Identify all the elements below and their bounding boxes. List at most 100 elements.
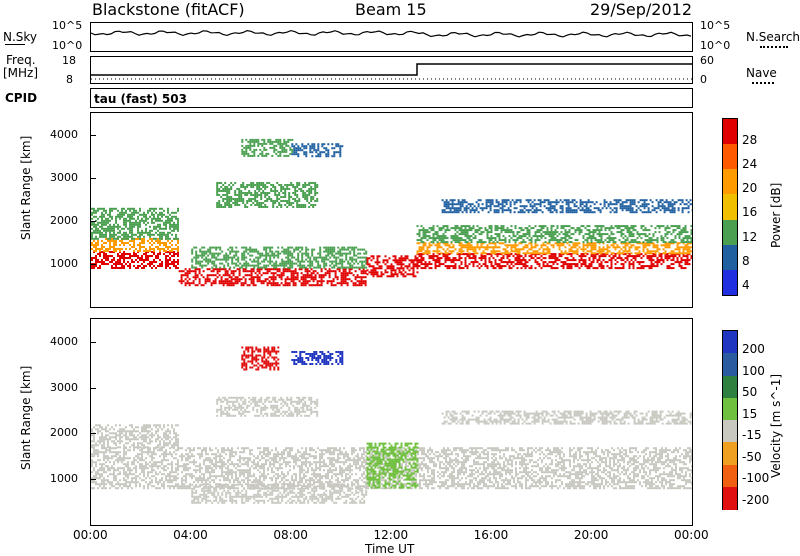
nsearch-legend-line	[760, 46, 788, 48]
time-tick-4: 16:00	[474, 529, 509, 541]
power-cb-ticks-label-3: 16	[742, 206, 757, 218]
vel-yticks-tick-1: 2000	[50, 427, 78, 438]
vel-yticks-tickmark-1	[90, 433, 96, 434]
freq-panel	[90, 56, 693, 84]
power-yticks-tickmark-1	[90, 221, 96, 222]
vel-svg-band-7	[216, 397, 318, 417]
vel-svg-band-6	[442, 411, 692, 425]
power-cb-ticks-label-5: 8	[742, 255, 750, 267]
power-heatmap	[91, 113, 692, 307]
velocity-heatmap	[91, 319, 692, 525]
vel-cb-ticks-label-5: -50	[742, 451, 762, 463]
vel-yticks-tickmark-0	[90, 479, 96, 480]
nave-label: Nave	[746, 67, 777, 79]
nsky-tick-bottom: 10^0	[52, 40, 82, 51]
cpid-value: tau (fast) 503	[94, 93, 187, 105]
vel-cb-ticks-label-7: -200	[742, 494, 769, 506]
time-tick-1: 04:00	[173, 529, 208, 541]
vel-yticks-tick-0: 1000	[50, 473, 78, 484]
power-yticks-tickmark-3	[90, 135, 96, 136]
cpid-label: CPID	[5, 92, 37, 104]
nave-legend-line	[752, 82, 774, 84]
vel-cb-fill-swatch-5	[723, 442, 737, 465]
nsky-trace	[91, 23, 692, 51]
power-cb-ticks-label-6: 4	[742, 279, 750, 291]
date-title: 29/Sep/2012	[590, 2, 692, 18]
vel-cb-fill-swatch-3	[723, 398, 737, 421]
power-cb-fill-swatch-4	[723, 220, 737, 246]
nave-tick-bottom: 0	[700, 74, 707, 85]
power-yticks-tick-0: 1000	[50, 258, 78, 269]
time-tick-5: 20:00	[574, 529, 609, 541]
power-cb-fill-swatch-0	[723, 119, 737, 145]
power-ylabel: Slant Range [km]	[20, 136, 32, 240]
power-cb-ticks-label-1: 24	[742, 158, 757, 170]
velocity-colorbar-fill	[723, 331, 737, 509]
power-svg-band-2	[91, 208, 179, 240]
freq-tick-top: 18	[62, 55, 76, 66]
freq-label: Freq.	[6, 54, 36, 66]
power-panel	[90, 112, 693, 308]
power-yticks-tickmark-2	[90, 178, 96, 179]
vel-yticks-tickmark-3	[90, 342, 96, 343]
power-yticks-tick-2: 3000	[50, 172, 78, 183]
vel-cb-fill-swatch-0	[723, 331, 737, 354]
vel-svg-band-1	[91, 424, 179, 448]
vel-yticks-tickmark-2	[90, 388, 96, 389]
power-yticks-tick-1: 2000	[50, 215, 78, 226]
freq-tick-bottom: 8	[66, 74, 73, 85]
power-yticks-tickmark-0	[90, 264, 96, 265]
nsearch-tick-bottom: 10^0	[700, 40, 730, 51]
vel-yticks-tick-3: 4000	[50, 336, 78, 347]
power-cb-ticks-label-2: 20	[742, 182, 757, 194]
vel-svg-band-3	[191, 484, 367, 504]
power-svg-band-8	[367, 255, 419, 277]
time-tick-6: 00:00	[674, 529, 709, 541]
nsky-legend-line	[5, 44, 25, 45]
time-tick-0: 00:00	[73, 529, 108, 541]
power-cb-fill-swatch-3	[723, 194, 737, 220]
time-axis-label: Time UT	[365, 543, 414, 555]
power-colorbar-fill	[723, 119, 737, 295]
nave-tick-top: 60	[700, 55, 714, 66]
nsearch-tick-top: 10^5	[700, 20, 730, 31]
nsky-label: N.Sky	[3, 31, 37, 43]
power-svg-band-10	[241, 139, 293, 157]
power-svg-band-6	[179, 268, 367, 286]
nsearch-label: N.Search	[746, 31, 800, 43]
power-cb-fill-swatch-2	[723, 169, 737, 195]
vel-cb-fill-swatch-6	[723, 465, 737, 488]
vel-cb-fill-swatch-1	[723, 353, 737, 376]
power-cb-ticks-label-0: 28	[742, 134, 757, 146]
power-svg-band-4	[417, 242, 693, 254]
vel-cb-fill-swatch-2	[723, 376, 737, 399]
velocity-colorbar	[722, 330, 738, 510]
power-svg-band-7	[191, 247, 367, 269]
power-svg-band-0	[91, 251, 179, 269]
power-yticks-tick-3: 4000	[50, 129, 78, 140]
vel-cb-ticks-label-6: -100	[742, 472, 769, 484]
beam-title: Beam 15	[355, 2, 427, 18]
time-tick-3: 12:00	[374, 529, 409, 541]
power-colorbar	[722, 118, 738, 296]
power-colorbar-title: Power [dB]	[770, 183, 782, 248]
vel-cb-ticks-label-2: 50	[742, 386, 757, 398]
time-tick-2: 08:00	[273, 529, 308, 541]
freq-trace	[91, 57, 692, 83]
vel-cb-ticks-label-4: -15	[742, 429, 762, 441]
power-cb-fill-swatch-1	[723, 144, 737, 170]
velocity-ylabel: Slant Range [km]	[20, 366, 32, 470]
freq-unit-label: [MHz]	[3, 67, 38, 79]
vel-svg-band-5	[291, 351, 343, 365]
power-svg-band-1	[91, 238, 179, 252]
vel-cb-fill-swatch-7	[723, 487, 737, 510]
station-title: Blackstone (fitACF)	[92, 2, 245, 18]
velocity-colorbar-title: Velocity [m s^-1]	[770, 374, 782, 478]
power-svg-band-12	[442, 199, 692, 213]
power-cb-ticks-label-4: 12	[742, 231, 757, 243]
vel-cb-fill-swatch-4	[723, 420, 737, 443]
vel-cb-ticks-label-3: 15	[742, 408, 757, 420]
power-svg-band-9	[216, 182, 318, 208]
vel-cb-ticks-label-0: 200	[742, 343, 765, 355]
power-cb-fill-swatch-6	[723, 270, 737, 296]
